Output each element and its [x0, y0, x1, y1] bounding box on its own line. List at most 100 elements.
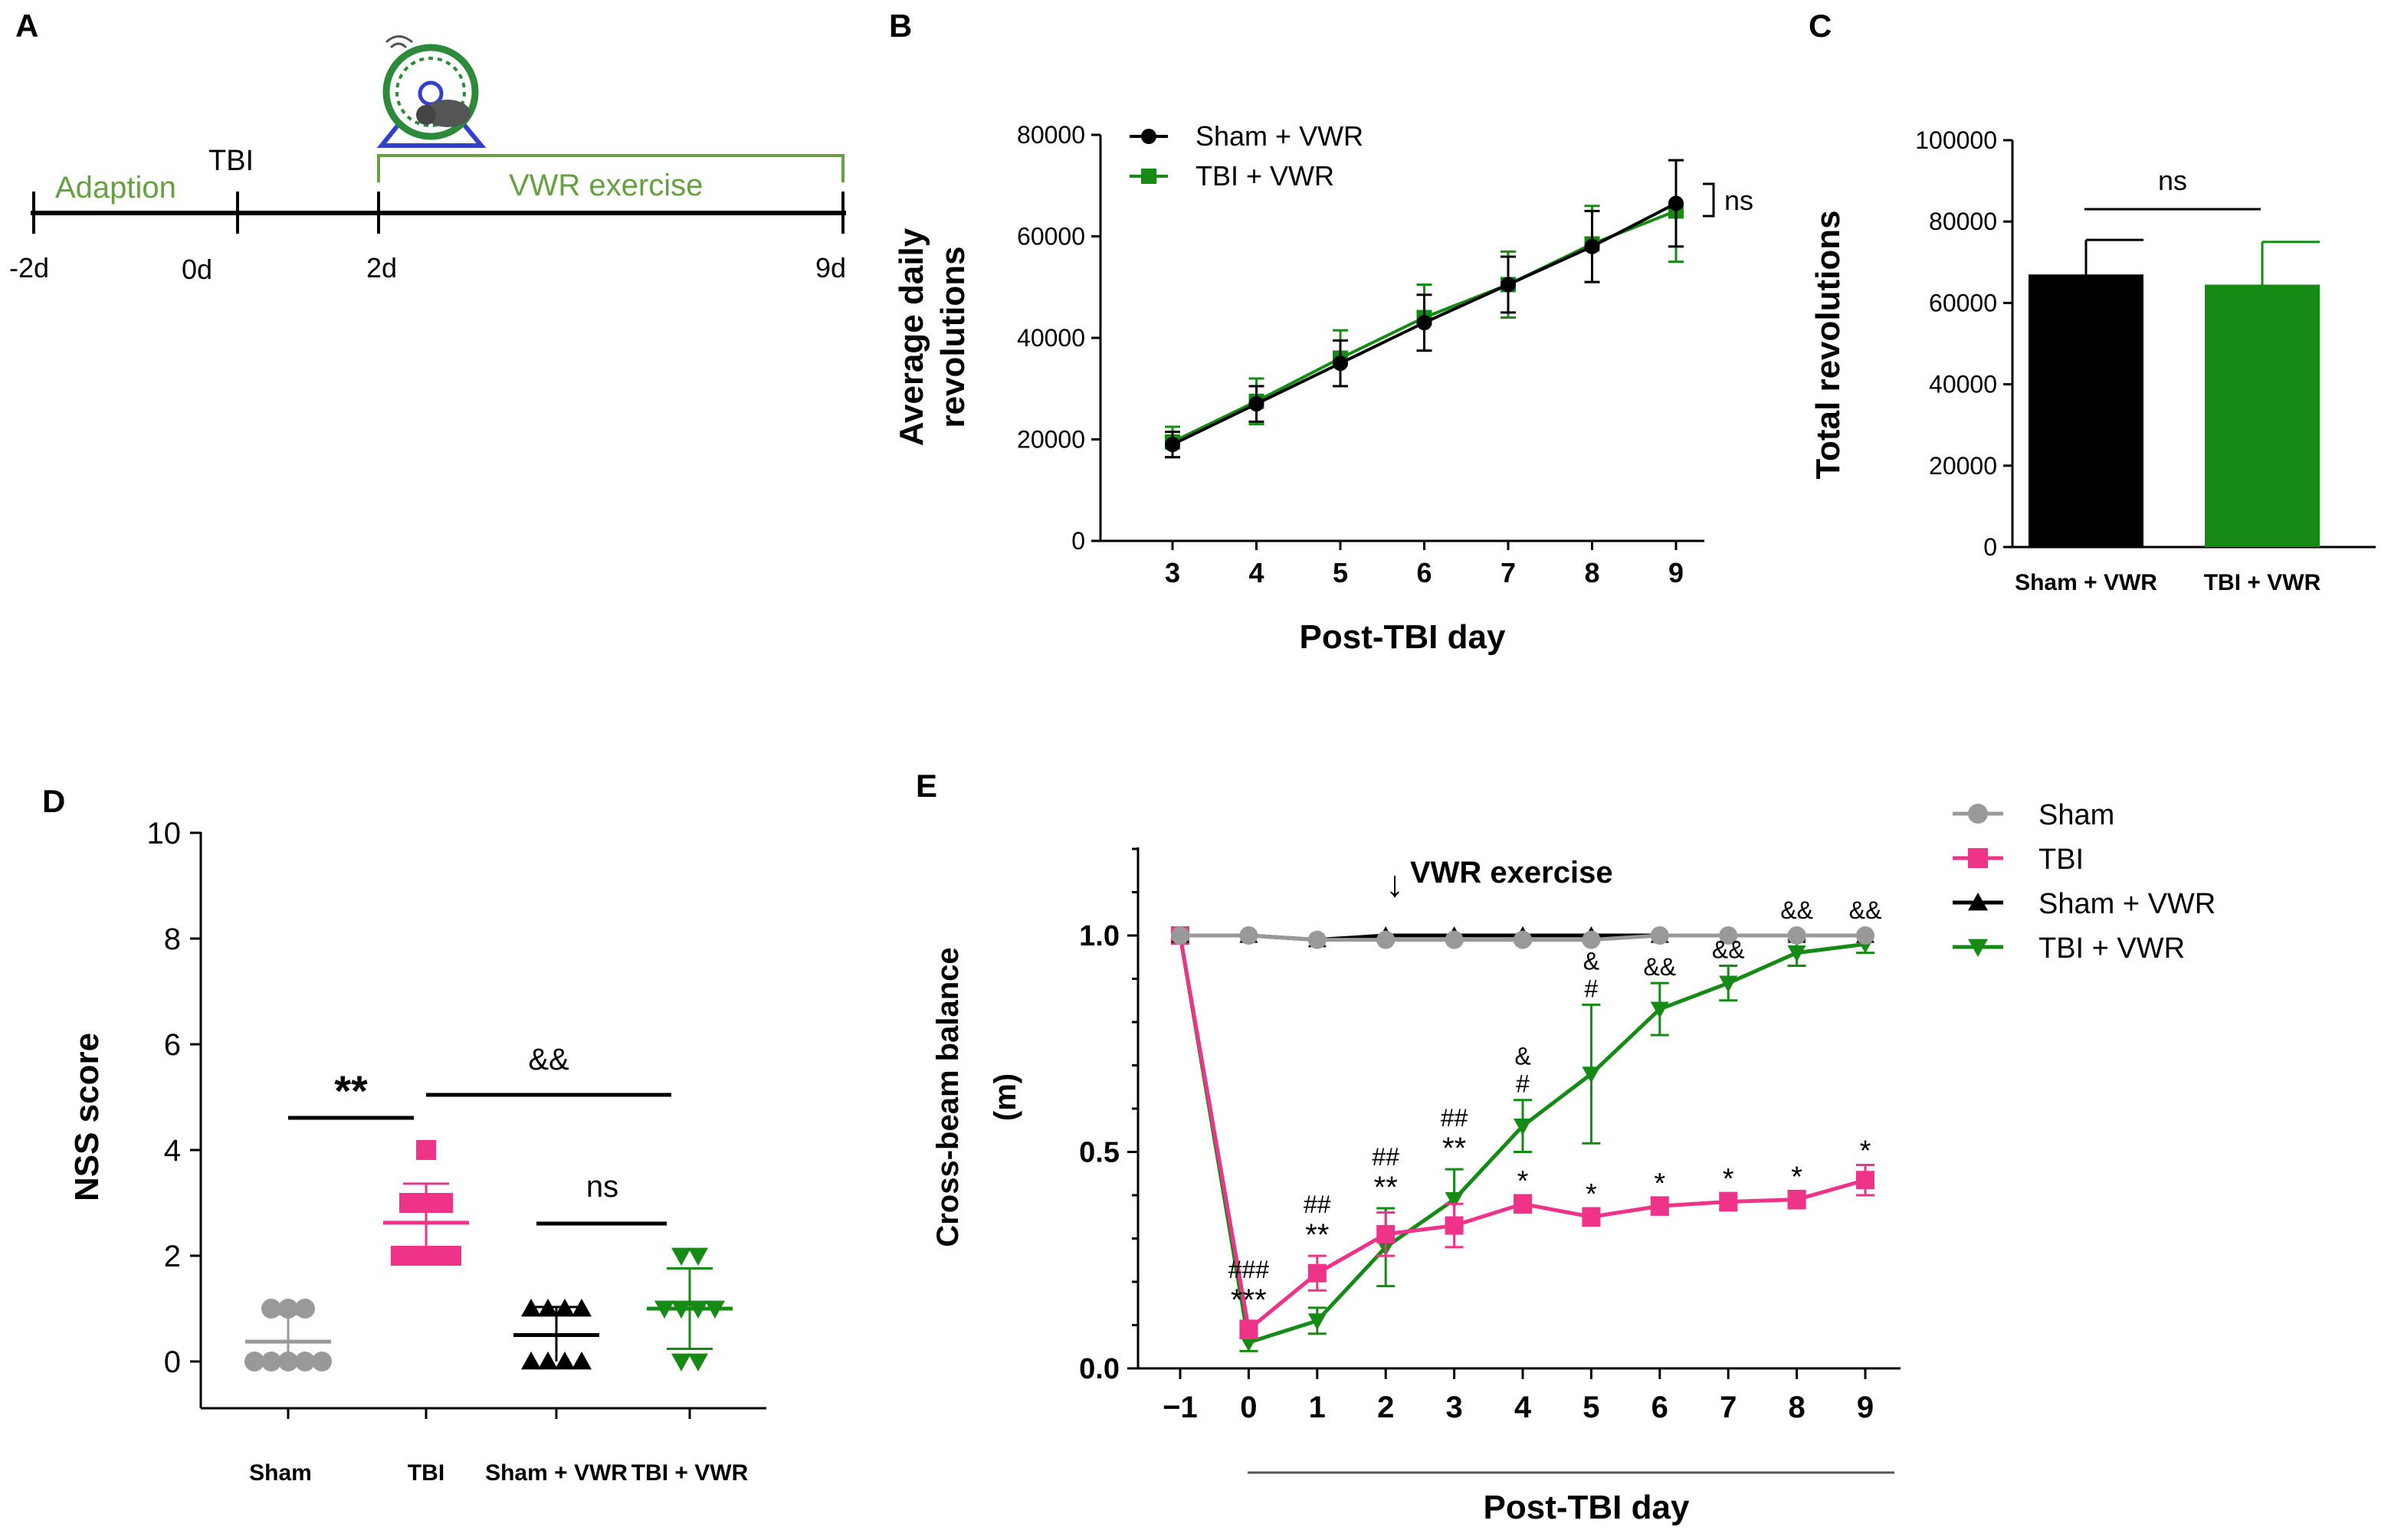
e-annotation-upper: && — [1712, 936, 1745, 964]
e-point — [1376, 930, 1396, 949]
e-y-axis-label-line1: Cross-beam balance — [931, 947, 965, 1247]
e-point — [1445, 1192, 1464, 1209]
e-annotation-lower: ** — [1442, 1132, 1466, 1165]
d-y-tick-label: 4 — [164, 1134, 181, 1168]
panel-label-a: A — [15, 8, 38, 44]
d-y-tick-label: 8 — [164, 922, 181, 956]
e-x-tick-label: 9 — [1857, 1391, 1874, 1424]
b-point — [1165, 437, 1180, 453]
b-y-tick-label: 0 — [1071, 527, 1085, 555]
d-point — [295, 1299, 315, 1319]
running-wheel-icon — [376, 35, 487, 148]
d-x-tick-label: Sham + VWR — [485, 1460, 628, 1486]
e-annotation: #& * — [1583, 947, 1599, 1211]
d-y-tick-label: 6 — [164, 1028, 181, 1062]
c-x-tick-label: Sham + VWR — [2015, 570, 2157, 595]
e-annotation-star: * — [1860, 1135, 1871, 1167]
c-y-tick-label: 60000 — [1929, 289, 1997, 316]
e-x-tick-label: 1 — [1309, 1391, 1326, 1424]
e-point — [1171, 926, 1189, 945]
e-annotation-upper: && — [1643, 953, 1676, 981]
e-legend-label: TBI — [2038, 844, 2084, 876]
e-y-tick-label: 0.0 — [1079, 1353, 1120, 1385]
b-x-tick-label: 3 — [1165, 557, 1180, 588]
b-y-tick-label: 20000 — [1017, 426, 1085, 454]
timeline-tick-label-9: 9d — [815, 252, 846, 283]
e-x-tick-label: 4 — [1514, 1391, 1532, 1424]
d-point — [312, 1352, 332, 1371]
b-legend-label-sham-vwr: Sham + VWR — [1196, 120, 1363, 152]
timeline-tick-label-2: 2d — [366, 252, 397, 283]
e-point — [1307, 930, 1327, 949]
e-annotation-star: * — [1723, 1163, 1734, 1195]
b-x-tick-label: 8 — [1584, 557, 1599, 588]
e-legend-marker — [1968, 939, 1988, 957]
b-legend-label-tbi-vwr: TBI + VWR — [1196, 160, 1334, 192]
e-annotation: ***### — [1228, 1256, 1270, 1317]
e-x-tick-label: −1 — [1163, 1391, 1198, 1424]
b-x-axis-label: Post-TBI day — [1300, 618, 1506, 656]
e-annotation-upper: ## — [1372, 1143, 1399, 1171]
e-legend-marker — [1968, 804, 1988, 824]
e-series-tbi — [1171, 926, 1874, 1339]
panel-label-b: B — [889, 8, 912, 44]
e-point — [1787, 926, 1806, 945]
c-y-tick-label: 0 — [1983, 533, 1997, 561]
timeline-tick-label-minus2: -2d — [9, 252, 49, 283]
e-legend-marker — [1968, 848, 1988, 868]
e-annotation: **## — [1441, 1104, 1468, 1165]
d-point — [295, 1352, 315, 1371]
e-annotation-upper: & — [1514, 1043, 1530, 1070]
d-sd-bar — [667, 1267, 713, 1350]
e-point — [1787, 945, 1806, 962]
d-group-sham — [244, 1299, 332, 1371]
e-point — [1582, 930, 1601, 949]
chart-d: 0 2 4 6 8 10 Sham TBI Sham + VWR TBI + VWR NSS s… — [68, 817, 766, 1486]
d-y-axis-label: NSS score — [68, 1033, 106, 1201]
e-point — [1307, 1263, 1327, 1283]
d-x-tick-label: TBI + VWR — [631, 1460, 749, 1486]
d-point — [521, 1352, 541, 1370]
e-annotation-upper: ### — [1228, 1256, 1270, 1283]
b-y-tick-label: 60000 — [1017, 223, 1085, 251]
b-y-axis-label-line2: revolutions — [934, 246, 972, 428]
e-point — [1582, 1067, 1601, 1083]
e-point — [1787, 1190, 1806, 1209]
b-point — [1248, 396, 1264, 412]
d-sd-bar — [265, 1312, 311, 1361]
e-annotation-lower: # — [1516, 1070, 1530, 1098]
e-y-axis-label-line2: (m) — [989, 1073, 1022, 1121]
e-annotation-lower: # — [1585, 975, 1599, 1002]
b-point — [1584, 238, 1600, 254]
e-annotation-lower: *** — [1231, 1283, 1267, 1317]
e-legend-label: TBI + VWR — [2038, 932, 2185, 965]
e-annotation: && * — [1849, 896, 1882, 1167]
panel-label-d: D — [42, 783, 65, 819]
e-annotation-star: * — [1586, 1178, 1597, 1211]
e-point — [1856, 1171, 1874, 1190]
e-x-tick-label: 6 — [1651, 1391, 1668, 1424]
d-point — [244, 1352, 264, 1371]
adaption-label: Adaption — [55, 171, 176, 205]
e-series-sham — [1171, 926, 1874, 949]
c-error-bar — [2084, 238, 2143, 275]
e-legend-marker — [1968, 893, 1988, 911]
b-point — [1501, 277, 1516, 293]
b-point — [1333, 356, 1348, 372]
e-annotation-lower: ** — [1374, 1171, 1398, 1204]
d-y-tick-label: 2 — [164, 1240, 181, 1273]
c-y-tick-label: 80000 — [1929, 208, 1997, 235]
e-point — [1582, 1207, 1601, 1227]
e-point — [1239, 926, 1258, 945]
d-sd-bar — [533, 1306, 579, 1361]
vwr-bracket — [377, 154, 845, 182]
c-bar — [2205, 284, 2320, 547]
c-y-tick-label: 100000 — [1915, 126, 1997, 154]
tbi-event-label: TBI — [208, 145, 254, 177]
e-point — [1650, 926, 1669, 945]
e-annotation: && * — [1780, 896, 1813, 1193]
e-y-tick-label: 1.0 — [1079, 920, 1120, 952]
e-x-tick-label: 2 — [1377, 1391, 1394, 1424]
e-x-tick-label: 5 — [1583, 1391, 1599, 1424]
